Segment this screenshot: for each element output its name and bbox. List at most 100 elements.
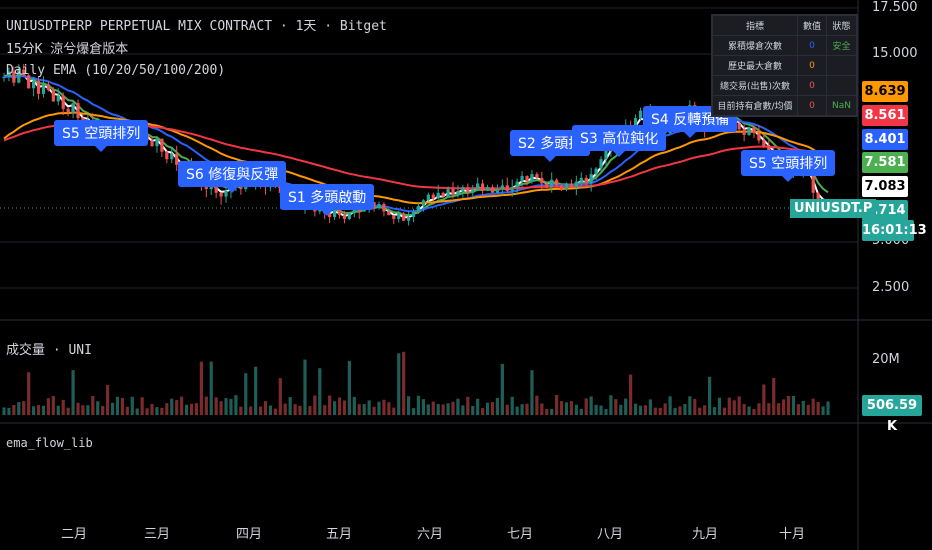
candle-body (392, 215, 396, 219)
volume-bar (525, 403, 529, 415)
risk-status (825, 75, 858, 96)
volume-bar (125, 406, 129, 415)
candle-body (594, 168, 598, 175)
candle-body (584, 177, 588, 184)
volume-bar (51, 396, 55, 415)
volume-bar (278, 378, 282, 415)
volume-bar (688, 396, 692, 415)
candle-body (545, 183, 549, 188)
candle-body (446, 189, 450, 197)
symbol-title[interactable]: UNIUSDTPERP PERPETUAL MIX CONTRACT · 1天 … (6, 19, 387, 34)
volume-bar (372, 406, 376, 415)
volume-bar (446, 403, 450, 415)
volume-bar (703, 405, 707, 415)
candle-body (219, 192, 223, 197)
volume-bar (717, 397, 722, 415)
volume-bar (609, 395, 613, 415)
volume-bar (633, 403, 638, 415)
candle-body (17, 69, 21, 83)
volume-bar (584, 398, 588, 415)
volume-bar (318, 368, 322, 415)
volume-bar (214, 397, 218, 415)
candle-body (530, 174, 534, 182)
volume-bar (629, 374, 633, 415)
candle-body (426, 194, 430, 201)
volume-bar (303, 359, 307, 415)
volume-bar (406, 396, 411, 415)
candle-body (495, 189, 500, 193)
volume-bar (732, 400, 736, 415)
volume-bar (36, 405, 41, 415)
risk-value: 0 (797, 35, 827, 56)
candle-body (56, 95, 60, 102)
volume-bar (244, 373, 248, 415)
signal-label[interactable]: S6 修復與反彈 (178, 161, 287, 193)
month-label: 五月 (325, 527, 353, 542)
volume-bar (777, 403, 781, 415)
month-label: 七月 (506, 527, 534, 542)
volume-title[interactable]: 成交量 · UNI (6, 343, 92, 358)
volume-bar (781, 399, 786, 415)
candle-body (416, 205, 421, 212)
script-title[interactable]: 15分K 涼兮爆倉版本 (6, 42, 129, 57)
candle-body (757, 133, 761, 141)
volume-bar (757, 403, 761, 415)
volume-bar (27, 372, 31, 415)
volume-bar (332, 401, 337, 415)
candle-body (737, 123, 741, 130)
volume-bar (638, 405, 643, 415)
risk-name: 總交易(出售)次數 (712, 75, 798, 96)
risk-name: 累積爆倉次數 (712, 35, 798, 56)
signal-label[interactable]: S5 空頭排列 (741, 150, 836, 182)
volume-bar (683, 404, 687, 415)
volume-bar (328, 395, 332, 415)
volume-bar (110, 402, 115, 415)
volume-bar (747, 406, 751, 415)
signal-label[interactable]: S5 空頭排列 (54, 120, 149, 152)
volume-bar (239, 406, 243, 415)
volume-bar (614, 399, 618, 415)
ema100-price-tag: 8.639 (862, 81, 908, 102)
volume-bar (762, 384, 766, 415)
candle-body (342, 215, 347, 219)
volume-bar (663, 403, 667, 415)
signal-label[interactable]: S4 反轉預備 (643, 106, 738, 138)
candle-body (160, 138, 164, 152)
volume-bar (402, 351, 406, 415)
candle-body (372, 202, 376, 208)
indicator-title[interactable]: ema_flow_lib (6, 436, 93, 450)
risk-value: 0 (797, 95, 827, 116)
signal-label[interactable]: S1 多頭啟動 (280, 184, 375, 216)
volume-bar (268, 405, 273, 415)
volume-bar (579, 408, 583, 415)
volume-bar (786, 395, 791, 415)
volume-bar (712, 407, 717, 415)
candle-body (461, 187, 465, 191)
ema-legend[interactable]: Daily EMA (10/20/50/100/200) (6, 63, 226, 78)
volume-bar (481, 408, 485, 415)
volume-bar (678, 406, 682, 415)
volume-bar (555, 395, 559, 415)
month-label: 四月 (235, 527, 263, 542)
candle-body (476, 183, 480, 190)
volume-bar (377, 401, 381, 415)
volume-bar (229, 398, 233, 415)
risk-status: NaN (825, 95, 858, 116)
volume-bar (337, 397, 342, 415)
candle-body (569, 183, 574, 188)
candle-body (515, 181, 519, 188)
candle-body (71, 103, 75, 113)
candle-body (61, 95, 65, 109)
candle-body (224, 190, 228, 197)
volume-bar (293, 404, 297, 415)
volume-bar (352, 396, 356, 415)
candle-body (762, 140, 766, 147)
candle-body (559, 185, 564, 190)
volume-bar (189, 403, 194, 415)
candle-body (27, 75, 31, 89)
volume-bar (431, 401, 435, 415)
volume-bar (698, 407, 702, 415)
risk-header: 指標 (712, 15, 798, 36)
ema20-price-tag: 7.581 (862, 152, 908, 173)
candle-body (377, 204, 381, 208)
